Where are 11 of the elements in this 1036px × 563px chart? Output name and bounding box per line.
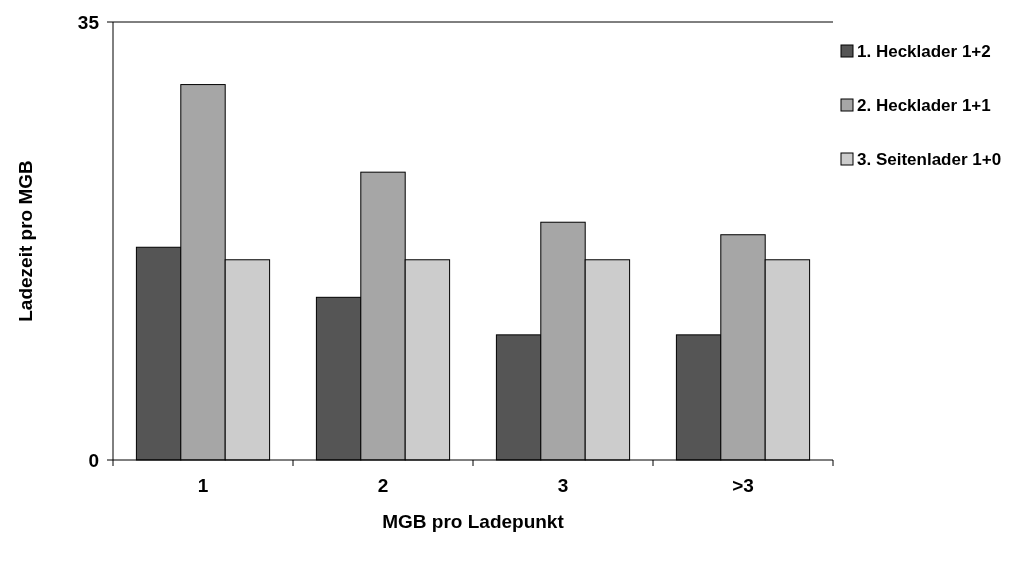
x-axis-title: MGB pro Ladepunkt bbox=[382, 511, 565, 532]
y-tick-label: 0 bbox=[88, 449, 99, 471]
legend-label: 1. Hecklader 1+2 bbox=[857, 41, 991, 61]
legend-label: 2. Hecklader 1+1 bbox=[857, 95, 991, 115]
legend-label: 3. Seitenlader 1+0 bbox=[857, 149, 1002, 169]
y-tick-label: 35 bbox=[77, 11, 100, 33]
y-axis-title: Ladezeit pro MGB bbox=[15, 160, 36, 322]
x-tick-label: >3 bbox=[732, 475, 754, 496]
x-tick-label: 1 bbox=[197, 475, 209, 496]
x-tick-label: 3 bbox=[557, 475, 569, 496]
x-tick-label: 2 bbox=[377, 475, 389, 496]
